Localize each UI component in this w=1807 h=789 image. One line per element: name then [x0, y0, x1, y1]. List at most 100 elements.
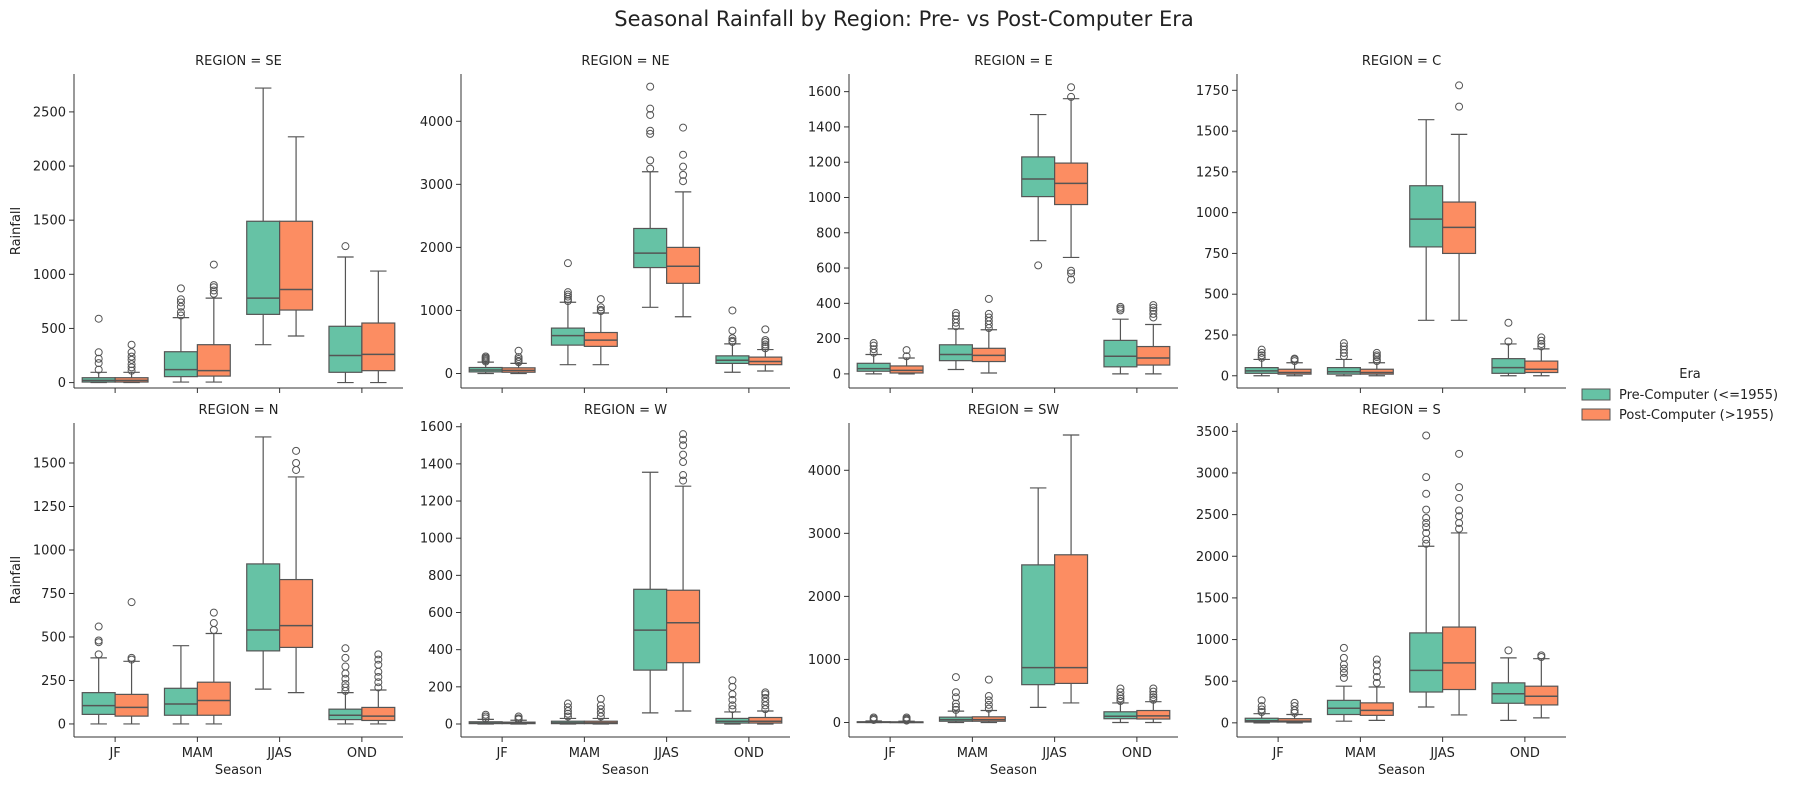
outlier-point — [1257, 353, 1266, 362]
panel-title: REGION = W — [584, 403, 667, 418]
outlier-point — [1372, 348, 1381, 357]
outlier-point — [514, 353, 523, 362]
outlier-point — [563, 259, 572, 268]
outlier-point — [679, 150, 688, 159]
y-tick-label: 800 — [428, 569, 453, 584]
outlier-point — [1149, 309, 1158, 318]
panel-title: REGION = SW — [968, 403, 1060, 418]
outlier-point — [869, 341, 878, 350]
y-tick-label: 1400 — [808, 120, 841, 135]
outlier-point — [341, 242, 350, 251]
outlier-point — [292, 465, 301, 474]
y-tick-label: 1000 — [1196, 633, 1229, 648]
facet-panel: REGION = N 0 250 500 750 1000 1250 1500 JF MAM JJA… — [9, 403, 403, 778]
y-tick-label: 1600 — [808, 85, 841, 100]
x-tick-label: JF — [883, 746, 895, 761]
y-axis-label: Rainfall — [9, 207, 24, 255]
outlier-point — [1339, 342, 1348, 351]
box-post — [114, 340, 149, 384]
outlier-point — [1372, 655, 1381, 664]
box-post — [501, 712, 536, 725]
outlier-point — [1504, 318, 1513, 327]
box-body — [1442, 626, 1477, 691]
y-tick-label: 1600 — [420, 420, 453, 435]
y-tick-label: 400 — [428, 643, 453, 658]
box-pre — [1103, 684, 1138, 724]
box-post — [114, 598, 149, 725]
y-tick-label: 1250 — [1196, 165, 1229, 180]
outlier-point — [646, 104, 655, 113]
outlier-point — [902, 352, 911, 361]
box-body — [1359, 702, 1394, 716]
box-post — [279, 136, 314, 337]
outlier-point — [728, 705, 737, 714]
box-body — [1277, 368, 1312, 375]
box-pre — [81, 314, 116, 384]
outlier-point — [374, 655, 383, 664]
box-body — [633, 227, 668, 269]
outlier-point — [1116, 302, 1125, 311]
outlier-point — [728, 695, 737, 704]
outlier-point — [127, 363, 136, 372]
box-post — [1442, 449, 1477, 716]
y-tick-label: 750 — [41, 587, 66, 602]
box-post — [583, 694, 618, 725]
box-body — [1277, 718, 1312, 723]
y-tick-label: 600 — [816, 262, 841, 277]
box-body — [279, 578, 314, 649]
x-tick-label: MAM — [1345, 746, 1376, 761]
outlier-point — [374, 660, 383, 669]
box-body — [328, 708, 363, 721]
box-pre — [856, 713, 891, 724]
box-pre — [1244, 696, 1279, 724]
y-tick-label: 1000 — [808, 653, 841, 668]
outlier-point — [209, 608, 218, 617]
y-tick-label: 500 — [1204, 675, 1229, 690]
x-axis-label: Season — [602, 763, 649, 778]
outlier-point — [646, 110, 655, 119]
box-pre — [468, 710, 503, 725]
outlier-point — [951, 699, 960, 708]
box-body — [1326, 699, 1361, 716]
outlier-point — [563, 290, 572, 299]
panel-title: REGION = S — [1362, 403, 1441, 418]
box-body — [114, 693, 149, 717]
outlier-point — [1422, 473, 1431, 482]
outlier-point — [646, 129, 655, 138]
x-tick-label: JF — [1271, 746, 1283, 761]
box-post — [1524, 651, 1559, 719]
y-tick-label: 1000 — [808, 191, 841, 206]
y-tick-label: 0 — [445, 367, 453, 382]
outlier-point — [209, 626, 218, 635]
x-tick-label: JJAS — [1041, 746, 1067, 761]
y-tick-label: 1250 — [33, 500, 66, 515]
x-tick-label: JJAS — [1429, 746, 1455, 761]
outlier-point — [127, 352, 136, 361]
box-post — [361, 270, 396, 384]
outlier-point — [1034, 261, 1043, 270]
outlier-point — [209, 286, 218, 295]
outlier-point — [1422, 523, 1431, 532]
box-body — [748, 716, 783, 724]
box-body — [279, 220, 314, 311]
y-tick-label: 0 — [833, 716, 841, 731]
box-pre — [1326, 339, 1361, 377]
y-tick-label: 1000 — [33, 268, 66, 283]
y-tick-label: 1500 — [1196, 591, 1229, 606]
legend-swatch-post — [1581, 408, 1611, 421]
y-tick-label: 1000 — [33, 543, 66, 558]
y-tick-label: 3000 — [808, 527, 841, 542]
facet-panel: REGION = W 0 200 400 600 800 1000 1200 1400 1600 J… — [420, 403, 790, 778]
outlier-point — [596, 694, 605, 703]
outlier-point — [176, 298, 185, 307]
box-post — [748, 325, 783, 372]
outlier-point — [1455, 506, 1464, 515]
box-post — [1136, 301, 1171, 375]
outlier-point — [1422, 489, 1431, 498]
outlier-point — [563, 703, 572, 712]
outlier-point — [176, 308, 185, 317]
outlier-point — [209, 619, 218, 628]
legend-label-post: Post-Computer (>1955) — [1619, 408, 1774, 423]
x-tick-label: MAM — [957, 746, 988, 761]
legend-swatch-pre — [1581, 388, 1611, 401]
